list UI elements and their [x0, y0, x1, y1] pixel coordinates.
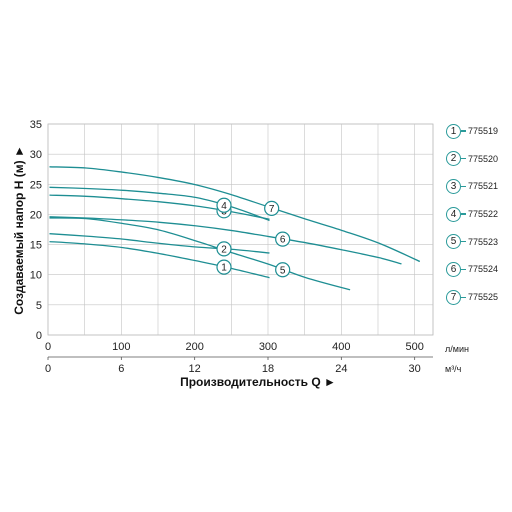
plot-frame — [47, 123, 434, 336]
y-tick-label: 15 — [30, 240, 42, 252]
x-axis-label: Производительность Q ► — [180, 375, 336, 389]
x-secondary-tick-label: 6 — [118, 363, 124, 375]
y-tick-label: 25 — [30, 179, 42, 191]
legend-label: 775520 — [468, 153, 499, 164]
legend-item-775520: 2 775520 — [446, 148, 512, 170]
x-unit-secondary: м³/ч — [445, 364, 462, 374]
series-line-775521 — [49, 194, 270, 220]
series-markers: 1234567 — [216, 197, 291, 278]
x-tick-label: 400 — [332, 341, 350, 353]
y-tick-label: 35 — [30, 119, 42, 131]
series-marker-775525: 7 — [264, 200, 280, 216]
legend-marker: 4 — [446, 206, 461, 222]
legend-label: 775523 — [468, 236, 499, 247]
series-lines — [49, 166, 421, 291]
x-tick-label: 300 — [259, 341, 277, 353]
y-tick-label: 10 — [30, 270, 42, 282]
marker-circle — [275, 262, 291, 278]
series-line-775524 — [49, 216, 402, 265]
series-line-775520 — [49, 233, 270, 254]
y-tick-label: 30 — [30, 149, 42, 161]
x-secondary-tick-label: 0 — [45, 363, 51, 375]
marker-circle — [264, 200, 280, 216]
marker-number: 6 — [280, 235, 286, 246]
marker-circle — [216, 241, 232, 257]
x-secondary-tick-label: 12 — [189, 363, 201, 375]
legend-marker: 6 — [446, 261, 461, 277]
legend-marker: 3 — [446, 178, 461, 194]
marker-number: 1 — [221, 263, 227, 274]
series-line-775522 — [49, 186, 270, 222]
x-tick-label: 200 — [185, 341, 203, 353]
legend-line — [461, 130, 466, 132]
x-tick-label: 500 — [405, 341, 423, 353]
y-tick-label: 0 — [36, 330, 42, 342]
y-tick-label: 5 — [36, 300, 42, 312]
legend-item-775523: 5 775523 — [446, 231, 512, 253]
marker-circle — [275, 231, 291, 247]
series-marker-775520: 2 — [216, 241, 232, 257]
legend-label: 775519 — [468, 126, 499, 136]
marker-circle — [216, 197, 232, 213]
legend-line — [461, 296, 466, 298]
y-axis-label: Создаваемый напор H (м) ► — [12, 145, 26, 315]
legend-line — [461, 268, 466, 271]
series-marker-775522: 4 — [216, 197, 232, 213]
legend-marker: 2 — [446, 151, 461, 167]
series-line-775523 — [49, 217, 351, 291]
legend-label: 775525 — [468, 292, 499, 303]
x-unit-primary: л/мин — [445, 344, 469, 354]
marker-number: 7 — [269, 204, 275, 215]
x-tick-label: 0 — [45, 341, 51, 353]
legend: 1 775519 2 775520 3 775521 4 775522 5 775523 6 7755… — [446, 120, 512, 314]
x-secondary-tick-label: 18 — [262, 363, 274, 375]
marker-circle — [216, 259, 232, 275]
legend-marker: 5 — [446, 234, 461, 250]
legend-marker: 1 — [446, 123, 461, 139]
legend-line — [461, 213, 466, 215]
marker-number: 4 — [221, 201, 227, 212]
marker-number: 5 — [280, 265, 286, 276]
legend-item-775522: 4 775522 — [446, 203, 512, 225]
series-line-775519 — [49, 240, 270, 279]
x-secondary-tick-label: 24 — [335, 363, 347, 375]
legend-line — [461, 185, 466, 187]
legend-line — [461, 158, 466, 160]
legend-item-775525: 7 775525 — [446, 286, 512, 308]
legend-label: 775521 — [468, 181, 499, 192]
x-secondary-tick-label: 30 — [409, 363, 421, 375]
legend-item-775521: 3 775521 — [446, 175, 512, 197]
y-tick-label: 20 — [30, 209, 42, 221]
grid — [47, 123, 434, 336]
series-marker-775519: 1 — [216, 259, 232, 275]
legend-line — [461, 241, 466, 243]
marker-number: 2 — [221, 245, 227, 256]
legend-label: 775522 — [468, 209, 499, 220]
legend-item-775519: 1 775519 — [446, 120, 512, 142]
legend-item-775524: 6 775524 — [446, 258, 512, 280]
legend-marker: 7 — [446, 289, 461, 305]
series-marker-775524: 6 — [275, 231, 291, 247]
series-line-775525 — [49, 166, 421, 263]
series-marker-775523: 5 — [275, 262, 291, 278]
legend-label: 775524 — [468, 264, 499, 275]
x-tick-label: 100 — [112, 341, 130, 353]
